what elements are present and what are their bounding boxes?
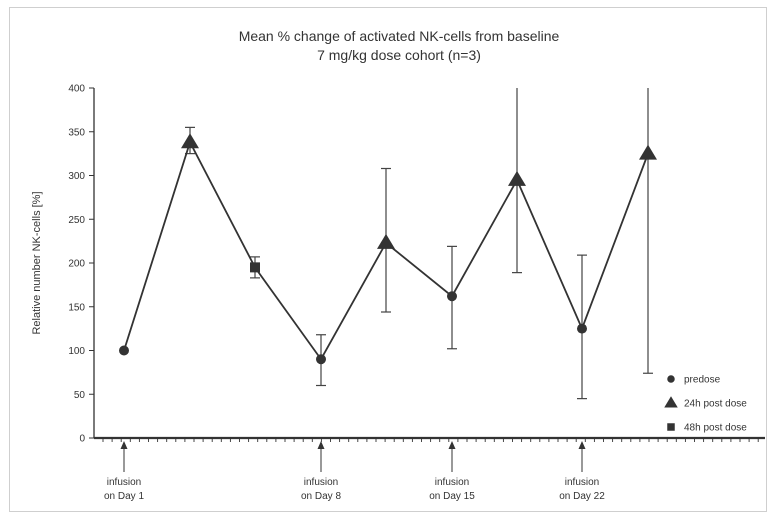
y-tick-label: 200 — [68, 259, 85, 270]
data-point-square — [250, 262, 260, 273]
infusion-label-line2: on Day 15 — [429, 491, 475, 502]
y-tick-label: 150 — [68, 302, 85, 313]
infusion-label-line1: infusion — [435, 477, 469, 488]
data-point-triangle — [181, 133, 199, 149]
chart-title: Mean % change of activated NK-cells from… — [239, 28, 560, 44]
infusion-label-line2: on Day 1 — [104, 491, 144, 502]
infusion-label-line1: infusion — [565, 477, 599, 488]
y-tick-label: 0 — [79, 434, 85, 445]
infusion-annotation: infusion on Day 1 — [104, 441, 144, 502]
triangle-marker — [664, 396, 678, 408]
infusion-label-line2: on Day 8 — [301, 491, 341, 502]
y-tick-label: 100 — [68, 346, 85, 357]
series-24h — [119, 88, 657, 400]
chart-subtitle: 7 mg/kg dose cohort (n=3) — [317, 47, 481, 63]
y-axis-label: Relative number NK-cells [%] — [31, 191, 43, 334]
data-point-triangle — [639, 144, 657, 160]
y-tick-label: 350 — [68, 127, 85, 138]
circle-marker — [667, 375, 675, 383]
infusion-label-line1: infusion — [107, 477, 141, 488]
infusion-arrow-head — [448, 441, 456, 449]
data-point-triangle — [377, 233, 395, 249]
data-point-circle — [447, 291, 457, 302]
infusion-arrow-head — [120, 441, 128, 449]
data-point-triangle — [508, 170, 526, 186]
y-tick-label: 50 — [74, 390, 86, 401]
infusion-arrow-head — [317, 441, 325, 449]
legend-label: 48h post dose — [684, 423, 747, 434]
y-tick-label: 300 — [68, 171, 85, 182]
legend-item: 48h post dose — [667, 423, 747, 434]
data-point-circle — [577, 323, 587, 334]
infusion-annotation: infusion on Day 8 — [301, 441, 341, 502]
error-bar — [643, 88, 653, 374]
legend-label: predose — [684, 375, 721, 386]
data-point-circle — [119, 345, 129, 356]
infusion-annotation: infusion on Day 15 — [429, 441, 475, 502]
infusion-arrow-head — [578, 441, 586, 449]
chart-frame: Mean % change of activated NK-cells from… — [9, 7, 767, 512]
square-marker — [667, 423, 675, 431]
nk-cells-chart: Mean % change of activated NK-cells from… — [31, 28, 765, 502]
infusion-label-line1: infusion — [304, 477, 338, 488]
y-tick-label: 400 — [68, 84, 85, 95]
infusion-label-line2: on Day 22 — [559, 491, 605, 502]
data-point-circle — [316, 354, 326, 365]
axes: 0 50 100 150 200 250 300 350 400 — [68, 84, 765, 445]
legend: predose 24h post dose 48h post dose — [664, 375, 747, 434]
infusion-annotation: infusion on Day 22 — [559, 441, 605, 502]
legend-item: 24h post dose — [664, 396, 747, 410]
y-tick-label: 250 — [68, 215, 85, 226]
legend-item: predose — [667, 375, 721, 386]
legend-label: 24h post dose — [684, 399, 747, 410]
